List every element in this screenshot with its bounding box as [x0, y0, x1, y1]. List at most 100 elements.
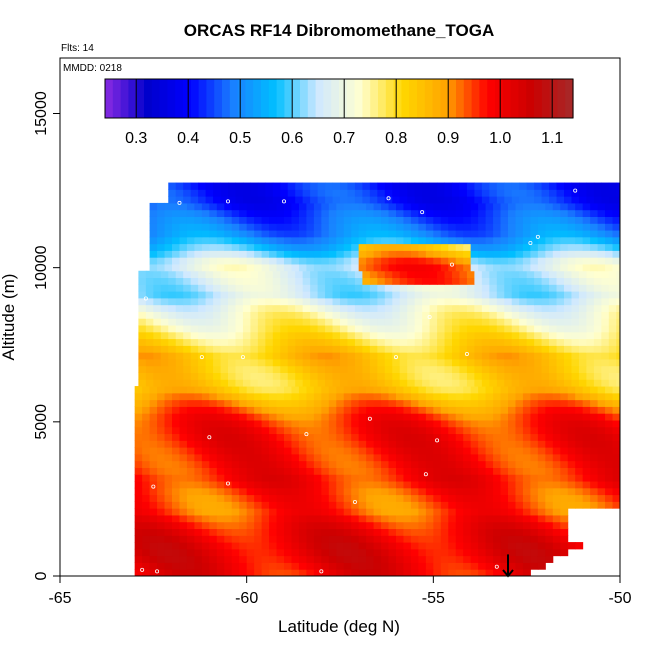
heatmap-cell — [485, 202, 494, 211]
heatmap-cell — [373, 257, 382, 265]
sample-point — [352, 499, 357, 504]
heatmap-cell — [298, 202, 307, 211]
heatmap-cell — [186, 236, 195, 245]
heatmap-cell — [478, 413, 487, 421]
heatmap-cell — [575, 406, 584, 414]
heatmap-cell — [437, 297, 446, 306]
heatmap-cell — [369, 284, 378, 292]
heatmap-cell — [186, 453, 195, 462]
heatmap-cell — [564, 304, 572, 312]
heatmap-cell — [224, 209, 233, 217]
heatmap-cell — [224, 440, 233, 448]
heatmap-cell — [321, 501, 330, 509]
heatmap-cell — [306, 528, 315, 536]
heatmap-cell — [201, 548, 210, 557]
heatmap-cell — [466, 196, 475, 204]
heatmap-cell — [392, 331, 401, 340]
heatmap-cell — [448, 209, 457, 217]
heatmap-cell — [403, 481, 412, 489]
heatmap-cell — [433, 460, 442, 468]
heatmap-cell — [157, 236, 166, 245]
heatmap-cell — [463, 487, 472, 496]
heatmap-cell — [455, 555, 464, 563]
heatmap-cell — [291, 250, 300, 258]
heatmap-cell — [179, 555, 188, 563]
heatmap-cell — [276, 548, 285, 557]
heatmap-cell — [343, 257, 352, 265]
heatmap-cell — [186, 548, 195, 557]
heatmap-cell — [452, 182, 460, 190]
heatmap-cell — [358, 535, 367, 543]
heatmap-cell — [332, 297, 341, 306]
heatmap-cell — [590, 230, 599, 238]
heatmap-cell — [164, 487, 173, 496]
heatmap-cell — [433, 440, 442, 448]
heatmap-cell — [455, 447, 464, 455]
heatmap-cell — [384, 311, 393, 319]
heatmap-cell — [313, 433, 322, 441]
heatmap-cell — [269, 467, 278, 475]
heatmap-cell — [321, 230, 330, 238]
heatmap-cell — [381, 419, 390, 428]
heatmap-cell — [183, 284, 192, 292]
heatmap-cell — [242, 352, 251, 360]
colorbar-segment — [136, 79, 145, 118]
heatmap-cell — [425, 521, 434, 530]
heatmap-cell — [179, 413, 188, 421]
heatmap-cell — [160, 318, 169, 326]
heatmap-cell — [291, 460, 300, 468]
heatmap-cell — [276, 236, 285, 245]
heatmap-cell — [433, 250, 442, 258]
sample-point — [240, 355, 245, 360]
heatmap-cell — [616, 311, 620, 319]
heatmap-cell — [291, 426, 300, 435]
heatmap-cell — [616, 325, 620, 333]
heatmap-cell — [537, 535, 546, 543]
colorbar-segment — [276, 79, 285, 118]
heatmap-cell — [343, 447, 352, 455]
heatmap-cell — [515, 440, 524, 448]
heatmap-cell — [470, 433, 479, 441]
heatmap-cell — [526, 196, 535, 204]
heatmap-cell — [605, 223, 614, 231]
heatmap-cell — [194, 481, 203, 489]
heatmap-cell — [164, 535, 173, 543]
heatmap-cell — [328, 528, 337, 536]
heatmap-cell — [198, 338, 207, 346]
heatmap-cell — [354, 352, 363, 360]
heatmap-cell — [582, 440, 591, 448]
heatmap-cell — [489, 284, 498, 292]
heatmap-cell — [201, 521, 210, 530]
heatmap-cell — [582, 236, 591, 245]
heatmap-cell — [373, 481, 382, 489]
heatmap-cell — [172, 508, 180, 516]
heatmap-cell — [340, 365, 348, 373]
heatmap-cell — [407, 352, 416, 360]
heatmap-cell — [201, 487, 210, 496]
heatmap-cell — [377, 352, 386, 360]
heatmap-cell — [336, 216, 345, 224]
heatmap-cell — [254, 481, 263, 489]
heatmap-cell — [313, 230, 322, 238]
heatmap-cell — [388, 399, 397, 407]
heatmap-cell — [280, 318, 289, 326]
heatmap-cell — [183, 325, 192, 333]
heatmap-cell — [291, 562, 300, 570]
heatmap-cell — [459, 352, 468, 360]
heatmap-cell — [325, 277, 334, 285]
heatmap-cell — [418, 562, 427, 570]
heatmap-cell — [343, 433, 352, 441]
heatmap-cell — [198, 325, 207, 333]
heatmap-cell — [481, 304, 490, 312]
heatmap-cell — [257, 338, 266, 346]
heatmap-cell — [306, 236, 315, 245]
heatmap-cell — [280, 189, 289, 197]
heatmap-cell — [582, 399, 591, 407]
heatmap-cell — [276, 569, 285, 576]
heatmap-cell — [325, 318, 334, 326]
heatmap-cell — [164, 209, 173, 217]
heatmap-cell — [220, 352, 229, 360]
heatmap-cell — [515, 399, 524, 407]
heatmap-cell — [578, 297, 587, 306]
heatmap-cell — [313, 514, 322, 523]
